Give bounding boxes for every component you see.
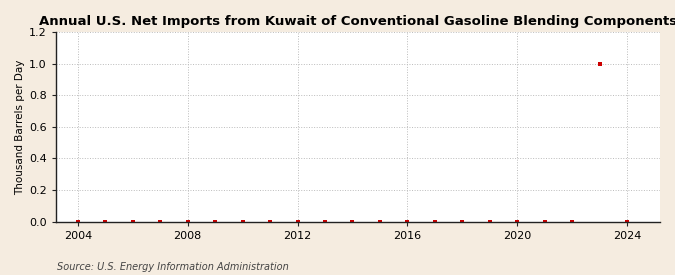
- Y-axis label: Thousand Barrels per Day: Thousand Barrels per Day: [15, 59, 25, 194]
- Text: Source: U.S. Energy Information Administration: Source: U.S. Energy Information Administ…: [57, 262, 289, 272]
- Title: Annual U.S. Net Imports from Kuwait of Conventional Gasoline Blending Components: Annual U.S. Net Imports from Kuwait of C…: [39, 15, 675, 28]
